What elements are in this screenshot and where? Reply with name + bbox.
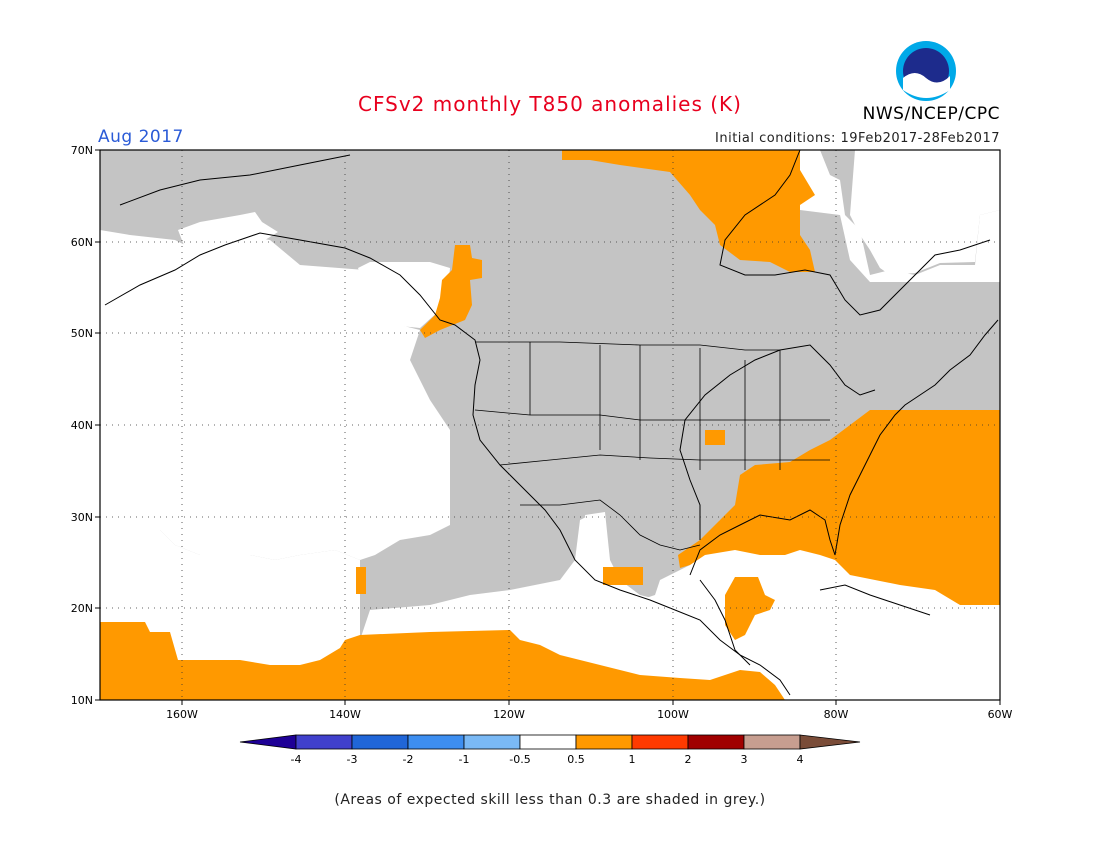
legend-tick: 4	[797, 753, 804, 766]
legend-ticks: -4 -3 -2 -1 -0.5 0.5 1 2 3 4	[291, 753, 804, 766]
noaa-logo	[896, 41, 956, 101]
lon-label: 160W	[166, 708, 198, 720]
legend-tick: 1	[629, 753, 636, 766]
lat-label: 60N	[71, 236, 93, 249]
skill-footnote: (Areas of expected skill less than 0.3 a…	[334, 792, 766, 808]
forecast-month: Aug 2017	[98, 127, 184, 147]
legend-swatch	[295, 734, 353, 750]
positive-anomaly-pacific-dot	[356, 567, 366, 594]
lat-label: 70N	[71, 144, 93, 157]
white-patch-pacific-south	[100, 530, 360, 655]
anomaly-map: 70N 60N 50N 40N 30N 20N 10N 160W 140W 12…	[71, 144, 1013, 720]
legend-swatch	[575, 734, 633, 750]
gridlines	[100, 150, 1000, 700]
legend-arrow-low	[239, 734, 297, 750]
legend-swatch	[631, 734, 689, 750]
white-patch-alaska	[178, 212, 278, 248]
positive-anomaly-kansas	[705, 430, 725, 445]
positive-anomaly-hudson	[562, 150, 815, 272]
borders	[474, 341, 830, 551]
lat-label: 10N	[71, 694, 93, 707]
lat-label: 30N	[71, 511, 93, 524]
lat-labels: 70N 60N 50N 40N 30N 20N 10N	[71, 144, 93, 707]
legend-tick: -2	[403, 753, 414, 766]
lon-label: 60W	[988, 708, 1013, 720]
legend-swatch	[351, 734, 409, 750]
lon-label: 120W	[493, 708, 525, 720]
legend-tick: 0.5	[567, 753, 585, 766]
legend-swatch	[519, 734, 577, 750]
lon-label: 140W	[329, 708, 361, 720]
agency-label: NWS/NCEP/CPC	[862, 104, 1000, 124]
lat-label: 50N	[71, 327, 93, 340]
legend-tick: 3	[741, 753, 748, 766]
positive-anomaly-mexico-coast	[603, 567, 643, 585]
lat-label: 20N	[71, 602, 93, 615]
legend-swatch	[743, 734, 801, 750]
legend-swatch	[687, 734, 745, 750]
positive-anomaly-atlantic	[678, 410, 1000, 605]
color-legend: -4 -3 -2 -1 -0.5 0.5 1 2 3 4	[239, 734, 861, 766]
positive-anomaly-caribbean	[725, 577, 775, 640]
legend-swatch	[463, 734, 521, 750]
initial-conditions: Initial conditions: 19Feb2017-28Feb2017	[715, 131, 1000, 146]
white-patch-bc	[358, 262, 450, 328]
chart-title: CFSv2 monthly T850 anomalies (K)	[358, 92, 742, 116]
white-patch-canada-east	[850, 150, 1000, 275]
legend-arrow-high	[799, 734, 861, 750]
legend-tick: -0.5	[509, 753, 530, 766]
white-patch-mexico	[580, 512, 760, 690]
positive-anomaly-pacific	[100, 622, 785, 700]
legend-tick: -1	[459, 753, 470, 766]
lon-label: 100W	[657, 708, 689, 720]
legend-tick: 2	[685, 753, 692, 766]
legend-tick: -4	[291, 753, 302, 766]
lon-label: 80W	[824, 708, 849, 720]
legend-tick: -3	[347, 753, 358, 766]
legend-swatch	[407, 734, 465, 750]
lat-label: 40N	[71, 419, 93, 432]
coastlines	[104, 150, 999, 696]
lon-labels: 160W 140W 120W 100W 80W 60W	[166, 708, 1012, 720]
axis-ticks	[95, 149, 1001, 705]
